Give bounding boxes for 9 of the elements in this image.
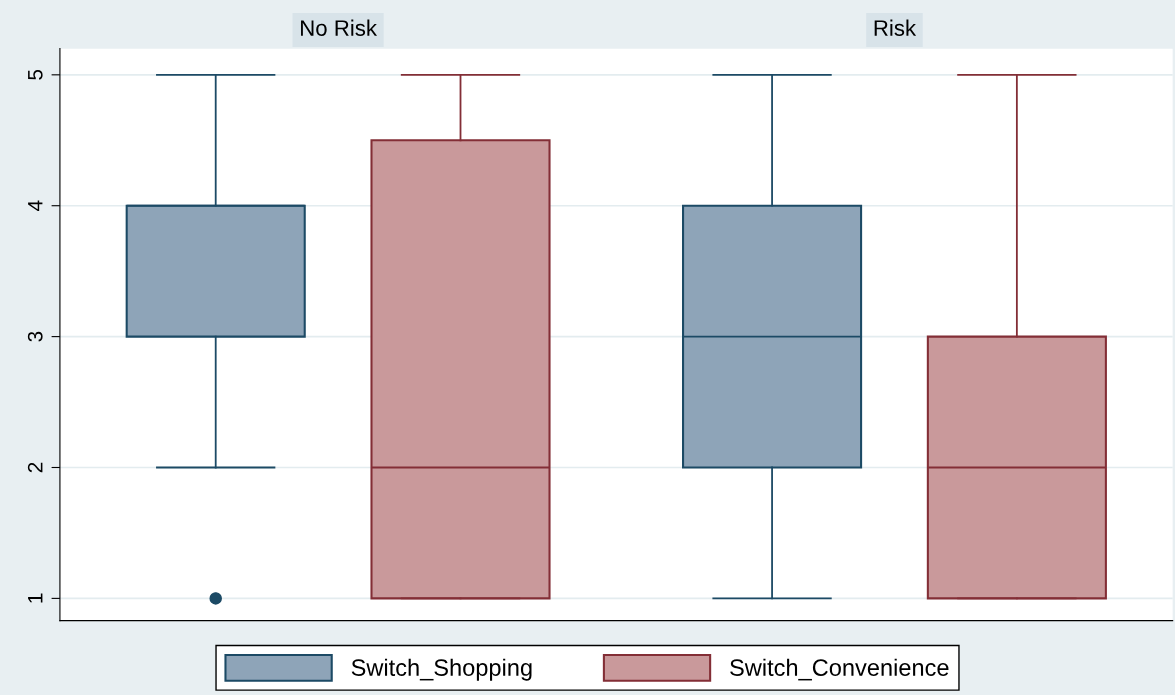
y-tick-label: 2 — [27, 462, 43, 473]
legend-label: Switch_Shopping — [351, 658, 532, 681]
x-tick-label: Risk — [874, 19, 917, 36]
legend-label: Switch_Convenience — [730, 658, 949, 681]
y-tick-label: 5 — [28, 69, 43, 80]
y-tick-label: 3 — [27, 331, 43, 342]
y-tick-label: 4 — [28, 200, 43, 212]
y-tick-label: 1 — [28, 593, 43, 603]
x-tick-label: No Risk — [301, 19, 378, 36]
